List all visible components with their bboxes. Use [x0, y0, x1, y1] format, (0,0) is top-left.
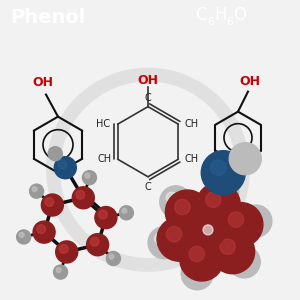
- Text: O: O: [233, 6, 246, 24]
- Circle shape: [219, 202, 263, 247]
- Circle shape: [213, 180, 224, 192]
- Circle shape: [56, 241, 78, 263]
- Circle shape: [87, 234, 109, 256]
- Circle shape: [106, 251, 120, 266]
- Circle shape: [90, 237, 99, 246]
- Circle shape: [188, 264, 199, 275]
- Circle shape: [58, 160, 67, 169]
- Circle shape: [30, 184, 44, 198]
- Circle shape: [246, 212, 257, 223]
- Circle shape: [165, 190, 209, 234]
- Circle shape: [189, 246, 204, 262]
- Circle shape: [203, 225, 213, 235]
- Text: HC: HC: [96, 119, 110, 129]
- Circle shape: [196, 183, 240, 227]
- Circle shape: [59, 244, 68, 253]
- Circle shape: [220, 239, 235, 254]
- Circle shape: [16, 230, 31, 244]
- Circle shape: [240, 205, 272, 237]
- Circle shape: [229, 143, 261, 175]
- Circle shape: [45, 198, 54, 206]
- Text: C: C: [145, 182, 152, 192]
- Circle shape: [211, 230, 255, 274]
- Circle shape: [85, 173, 90, 178]
- Circle shape: [119, 206, 134, 220]
- Circle shape: [41, 194, 63, 216]
- Circle shape: [95, 207, 117, 229]
- Circle shape: [76, 190, 85, 199]
- Circle shape: [82, 171, 96, 185]
- Circle shape: [157, 217, 201, 261]
- Text: CH: CH: [184, 119, 198, 129]
- Circle shape: [32, 187, 37, 192]
- Circle shape: [167, 226, 182, 242]
- Circle shape: [98, 210, 107, 219]
- Circle shape: [19, 232, 24, 237]
- Text: H: H: [214, 6, 226, 24]
- Circle shape: [154, 233, 166, 244]
- Circle shape: [181, 258, 213, 290]
- Text: CH: CH: [98, 154, 112, 164]
- Text: CH: CH: [184, 154, 198, 164]
- Circle shape: [207, 174, 239, 206]
- Circle shape: [54, 157, 76, 179]
- Circle shape: [201, 151, 245, 195]
- Circle shape: [109, 254, 114, 259]
- Text: C: C: [195, 6, 206, 24]
- Circle shape: [33, 221, 55, 243]
- Circle shape: [228, 212, 244, 227]
- Text: OH: OH: [137, 74, 158, 87]
- Circle shape: [195, 217, 225, 247]
- Text: 6: 6: [207, 17, 214, 27]
- Circle shape: [180, 237, 224, 281]
- Circle shape: [56, 268, 61, 272]
- Circle shape: [235, 252, 246, 263]
- Circle shape: [175, 199, 190, 215]
- Text: OH: OH: [32, 76, 53, 89]
- Text: C: C: [145, 93, 152, 103]
- Text: 6: 6: [226, 17, 233, 27]
- Text: Phenol: Phenol: [10, 8, 86, 27]
- Text: OH: OH: [239, 75, 260, 88]
- Circle shape: [72, 187, 94, 209]
- Circle shape: [148, 226, 180, 259]
- Circle shape: [160, 186, 192, 218]
- Circle shape: [166, 192, 177, 203]
- Circle shape: [37, 225, 46, 233]
- Circle shape: [206, 192, 221, 208]
- Circle shape: [122, 208, 127, 213]
- Circle shape: [211, 160, 226, 176]
- Circle shape: [54, 265, 68, 279]
- Circle shape: [48, 147, 62, 161]
- Circle shape: [228, 246, 260, 278]
